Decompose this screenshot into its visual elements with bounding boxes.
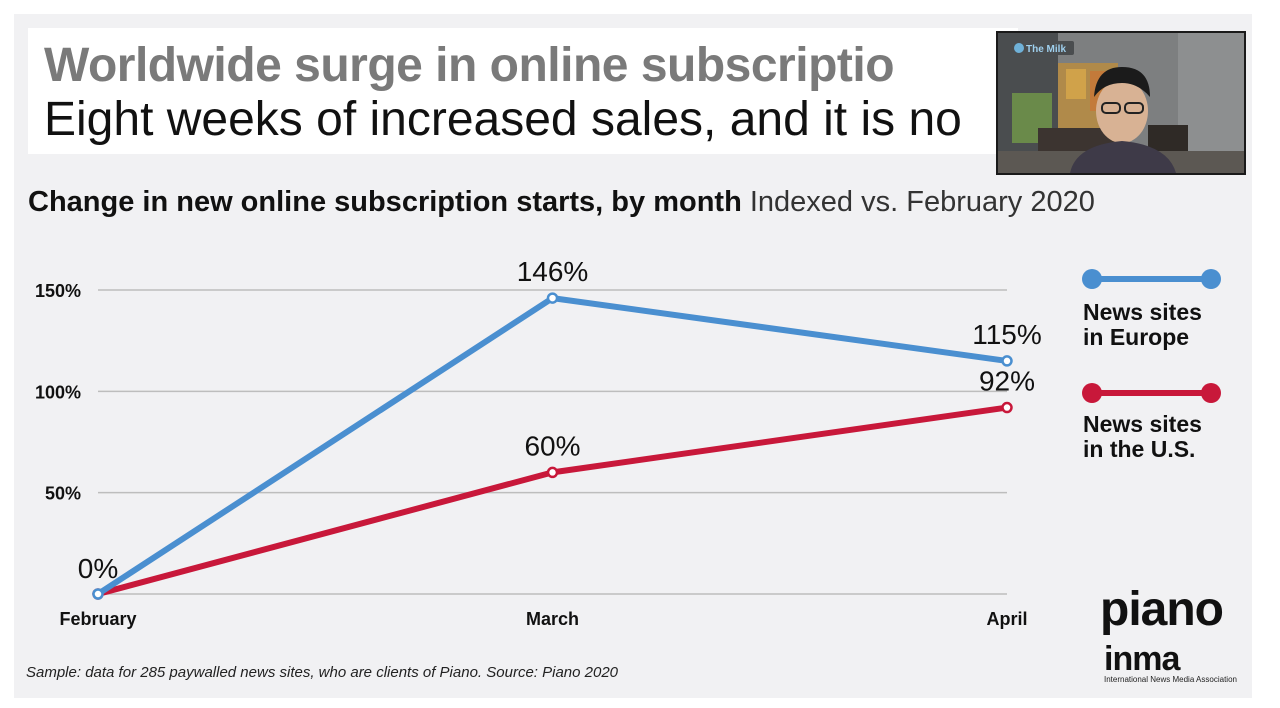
- data-label: 146%: [517, 256, 589, 287]
- slide-title: Worldwide surge in online subscriptio: [44, 39, 895, 92]
- x-tick-label: April: [986, 609, 1027, 629]
- data-point: [92, 588, 104, 600]
- legend-dot: [1201, 269, 1221, 289]
- y-tick-label: 100%: [35, 382, 81, 402]
- data-label: 60%: [524, 430, 580, 461]
- chart-title-bold: Change in new online subscription starts…: [28, 186, 742, 218]
- data-label: 0%: [78, 553, 118, 584]
- legend-label-europe: News sites in Europe: [1083, 300, 1233, 350]
- piano-logo: piano: [1100, 583, 1224, 636]
- chart-title-light: Indexed vs. February 2020: [749, 186, 1095, 218]
- chart-title: Change in new online subscription starts…: [28, 186, 1095, 219]
- legend-europe-line2: in Europe: [1083, 324, 1190, 350]
- y-tick-label: 150%: [35, 281, 81, 301]
- legend-us-line1: News sites: [1083, 411, 1202, 437]
- inma-logo: inma: [1104, 640, 1180, 678]
- inma-tagline: International News Media Association: [1104, 675, 1237, 684]
- webcam-video-feed: The Milk: [996, 31, 1246, 175]
- video-logo-text: The Milk: [1026, 44, 1066, 55]
- title-box: Worldwide surge in online subscriptio Ei…: [28, 28, 1018, 154]
- data-point: [1001, 355, 1013, 367]
- legend-dot: [1201, 383, 1221, 403]
- x-tick-label: March: [526, 609, 579, 629]
- webcam-scene: The Milk: [998, 33, 1244, 173]
- legend-us-line2: in the U.S.: [1083, 436, 1196, 462]
- legend-label-us: News sites in the U.S.: [1083, 412, 1233, 462]
- data-label: 115%: [972, 319, 1042, 350]
- legend-dot: [1082, 383, 1102, 403]
- data-label: 92%: [979, 366, 1035, 397]
- x-tick-label: February: [59, 609, 136, 629]
- data-point: [1001, 401, 1013, 414]
- data-point: [546, 466, 559, 479]
- slide-subtitle-line: Eight weeks of increased sales, and it i…: [44, 93, 962, 146]
- legend-europe-line1: News sites: [1083, 299, 1202, 325]
- legend-dot: [1082, 269, 1102, 289]
- source-footnote: Sample: data for 285 paywalled news site…: [26, 664, 619, 681]
- y-tick-label: 50%: [45, 484, 81, 504]
- data-point: [546, 292, 559, 304]
